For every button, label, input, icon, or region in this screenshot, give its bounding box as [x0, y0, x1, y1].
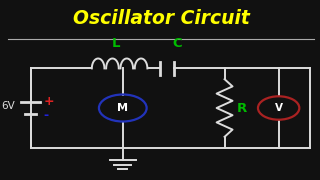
Text: -: - — [43, 109, 48, 122]
Text: +: + — [43, 95, 54, 108]
Text: 6V: 6V — [1, 101, 15, 111]
Text: M: M — [117, 103, 128, 113]
Text: C: C — [172, 37, 182, 50]
Text: V: V — [275, 103, 283, 113]
Text: R: R — [237, 102, 247, 114]
Text: Oscillator Circuit: Oscillator Circuit — [73, 8, 249, 28]
Text: L: L — [112, 37, 121, 50]
